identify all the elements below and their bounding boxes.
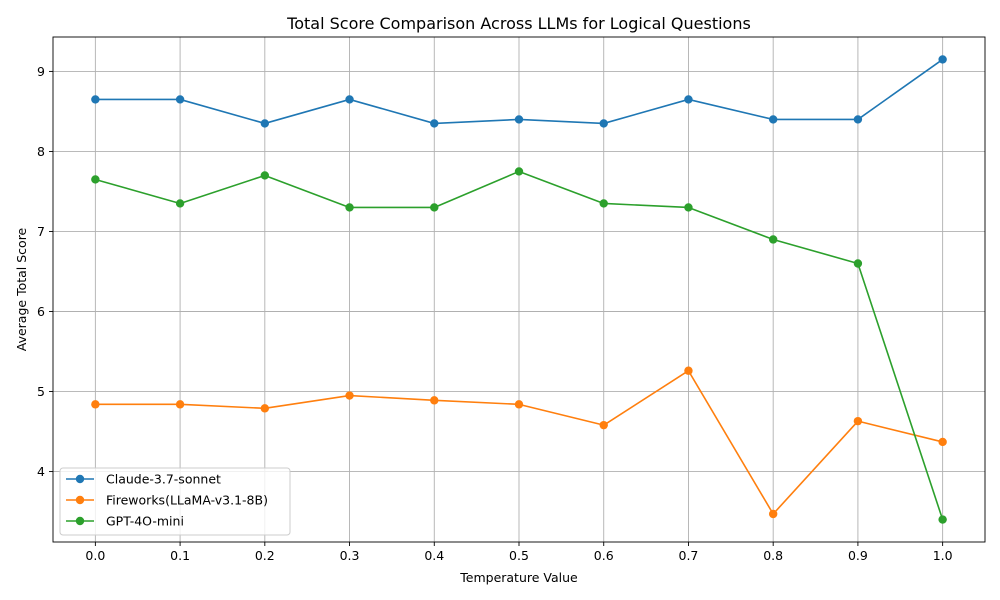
legend-label: Claude-3.7-sonnet <box>106 472 221 487</box>
y-axis: 4 5 6 7 8 9 <box>37 64 53 479</box>
data-point <box>514 115 524 124</box>
data-point <box>684 366 693 375</box>
x-tick-label: 0.9 <box>848 548 868 563</box>
data-point <box>768 115 778 124</box>
x-axis-label: Temperature Value <box>459 570 578 585</box>
data-point <box>175 400 185 409</box>
data-point <box>938 437 947 447</box>
legend-marker <box>75 495 85 505</box>
chart-title: Total Score Comparison Across LLMs for L… <box>286 14 751 33</box>
data-point <box>684 95 693 104</box>
legend: Claude-3.7-sonnet Fireworks(LLaMA-v3.1-8B… <box>59 467 291 536</box>
series-1 <box>91 366 947 519</box>
legend-item: Claude-3.7-sonnet <box>66 472 221 487</box>
series-0 <box>91 55 947 128</box>
x-tick-label: 1.0 <box>933 548 953 563</box>
x-tick-label: 0.8 <box>763 548 783 563</box>
legend-label: GPT-4O-mini <box>106 514 184 529</box>
x-axis: 0.0 0.1 0.2 0.3 0.4 0.5 0.6 0.7 0.8 0.9 1.0 <box>85 542 953 563</box>
data-point <box>91 175 100 184</box>
series-layer <box>91 55 947 524</box>
data-point <box>853 259 863 268</box>
y-axis-label: Average Total Score <box>14 227 29 351</box>
x-tick-label: 0.4 <box>424 548 444 563</box>
data-point <box>768 235 778 244</box>
data-point <box>430 119 439 128</box>
data-point <box>175 95 185 104</box>
x-tick-label: 0.6 <box>594 548 614 563</box>
data-point <box>345 391 354 400</box>
data-point <box>599 199 608 208</box>
x-tick-label: 0.1 <box>170 548 190 563</box>
legend-label: Fireworks(LLaMA-v3.1-8B) <box>106 493 268 508</box>
x-tick-label: 0.2 <box>255 548 275 563</box>
legend-marker <box>75 474 85 484</box>
data-point <box>91 400 100 409</box>
data-point <box>175 199 185 208</box>
y-tick-label: 8 <box>37 144 45 159</box>
y-tick-label: 6 <box>37 304 45 319</box>
data-point <box>430 396 439 405</box>
legend-box <box>59 467 291 536</box>
x-tick-label: 0.3 <box>340 548 360 563</box>
data-point <box>91 95 100 104</box>
series-2 <box>91 167 947 524</box>
data-point <box>938 515 947 524</box>
y-tick-label: 7 <box>37 224 45 239</box>
data-point <box>260 119 270 128</box>
data-point <box>768 509 778 519</box>
data-point <box>345 203 354 212</box>
y-tick-label: 9 <box>37 64 45 79</box>
data-point <box>599 119 608 128</box>
y-tick-label: 4 <box>37 464 45 479</box>
data-point <box>514 167 524 176</box>
x-tick-label: 0.5 <box>509 548 529 563</box>
x-tick-label: 0.7 <box>679 548 699 563</box>
data-point <box>938 55 947 64</box>
data-point <box>260 171 270 180</box>
data-point <box>853 416 863 426</box>
data-point <box>430 203 439 212</box>
grid <box>53 37 985 542</box>
data-point <box>853 115 863 124</box>
legend-item: Fireworks(LLaMA-v3.1-8B) <box>66 493 268 508</box>
data-point <box>514 400 524 409</box>
x-tick-label: 0.0 <box>85 548 105 563</box>
data-point <box>345 95 354 104</box>
legend-item: GPT-4O-mini <box>66 514 184 529</box>
data-point <box>684 203 693 212</box>
legend-marker <box>75 516 85 526</box>
y-tick-label: 5 <box>37 384 45 399</box>
data-point <box>599 420 608 430</box>
data-point <box>260 404 270 413</box>
